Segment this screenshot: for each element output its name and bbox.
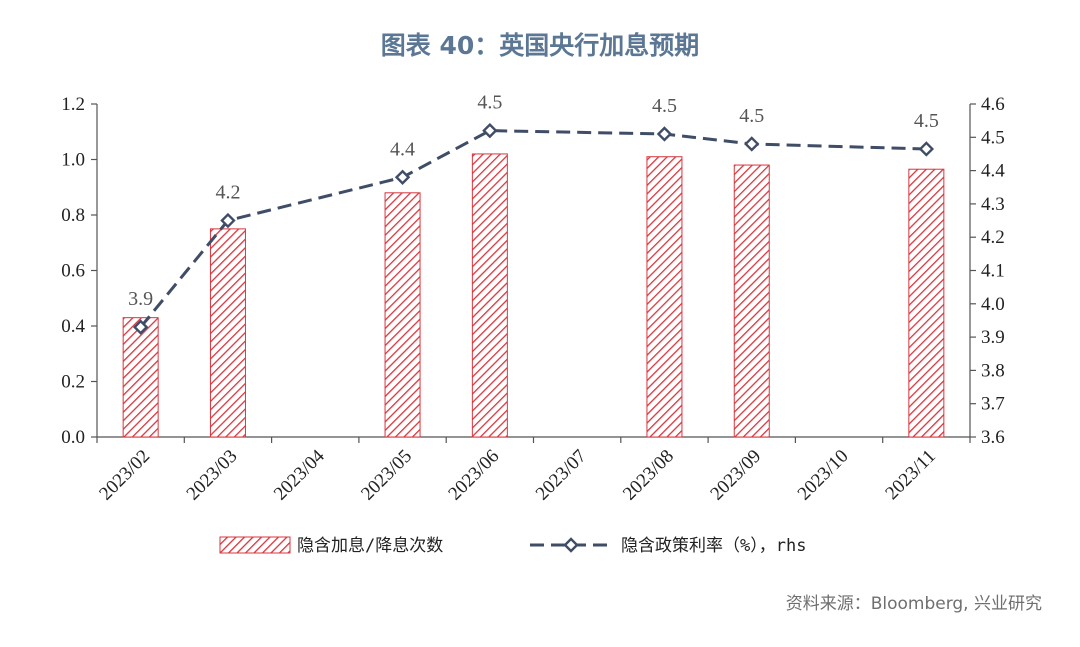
line-point (482, 122, 498, 139)
x-tick-label: 2023/09 (706, 446, 765, 505)
bar (733, 164, 770, 438)
x-tick-label: 2023/06 (444, 446, 503, 505)
x-tick-label: 2023/11 (881, 446, 939, 504)
bar (646, 156, 683, 438)
y-right-tick-label: 4.3 (981, 194, 1005, 215)
x-tick-label: 2023/05 (357, 446, 416, 505)
data-label: 4.4 (390, 138, 415, 160)
x-tick-label: 2023/04 (270, 445, 329, 504)
bar (908, 168, 945, 438)
legend-bar-swatch (219, 536, 291, 554)
line-series (132, 122, 935, 335)
y-right-tick-label: 3.8 (981, 360, 1005, 381)
data-label: 4.5 (914, 110, 939, 132)
data-label: 4.2 (215, 182, 240, 204)
x-tick-label: 2023/10 (794, 446, 853, 505)
x-tick-label: 2023/07 (532, 446, 591, 505)
y-right-tick-label: 4.5 (981, 127, 1005, 148)
line-point (656, 126, 673, 142)
bar (471, 153, 508, 438)
bar (122, 317, 159, 438)
source-note: 资料来源：Bloomberg, 兴业研究 (785, 594, 1042, 614)
y-right-tick-label: 4.2 (981, 227, 1005, 248)
y-right-tick-label: 3.6 (981, 427, 1005, 448)
line-point (744, 136, 760, 152)
y-left-tick-label: 0.2 (61, 372, 85, 393)
y-right-tick-label: 4.1 (981, 261, 1005, 282)
data-label: 4.5 (739, 105, 764, 127)
line-point (394, 169, 411, 185)
bar (209, 228, 246, 438)
line-point (132, 319, 149, 335)
y-right-tick-label: 3.9 (981, 327, 1005, 348)
y-right-tick-label: 4.6 (981, 94, 1005, 115)
y-left-tick-label: 0.4 (61, 316, 85, 337)
x-tick-label: 2023/03 (183, 446, 242, 505)
y-right-tick-label: 4.4 (981, 161, 1005, 182)
x-tick-label: 2023/02 (95, 446, 154, 505)
y-left-tick-label: 0.8 (61, 205, 85, 226)
y-left-tick-label: 1.0 (61, 150, 85, 171)
y-right-tick-label: 3.7 (981, 394, 1005, 415)
line-point (220, 212, 236, 229)
policy-rate-line (139, 129, 927, 329)
axes: 0.0 0.2 0.4 0.6 0.8 1.0 1.2 3.6 3.7 3.8 3.9 4.0 4.1 4… (61, 94, 1005, 505)
bar-series (122, 153, 945, 438)
legend-line-label: 隐含政策利率（%），rhs (621, 536, 806, 556)
data-labels: 3.9 4.2 4.4 4.5 4.5 4.5 4.5 (128, 92, 939, 310)
y-left-tick-label: 1.2 (61, 94, 85, 115)
y-right-tick-label: 4.0 (981, 294, 1005, 315)
chart-title: 图表 40：英国央行加息预期 (380, 31, 700, 60)
data-label: 4.5 (477, 92, 502, 114)
data-label: 3.9 (128, 288, 153, 310)
legend: 隐含加息/降息次数 隐含政策利率（%），rhs (219, 536, 806, 556)
line-point (918, 141, 935, 157)
y-left-tick-label: 0.0 (61, 427, 85, 448)
data-label: 4.5 (652, 95, 677, 117)
x-tick-label: 2023/08 (619, 446, 678, 505)
legend-bar-label: 隐含加息/降息次数 (297, 536, 443, 556)
y-left-tick-label: 0.6 (61, 261, 85, 282)
bar (384, 192, 421, 438)
legend-diamond-marker (563, 537, 579, 553)
